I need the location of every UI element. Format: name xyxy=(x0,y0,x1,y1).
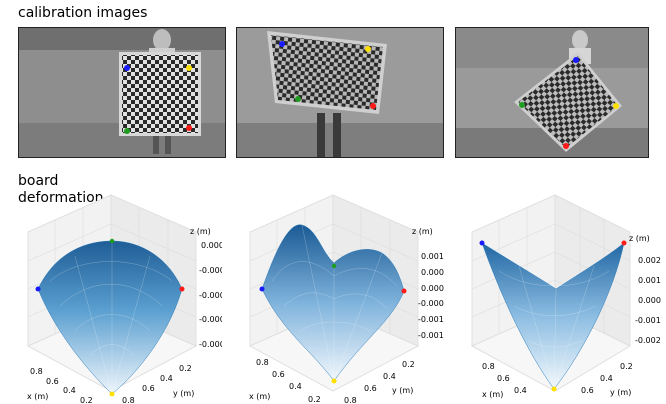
corner-green xyxy=(124,128,130,134)
surface xyxy=(37,240,183,395)
z-tick: -0.0002 xyxy=(199,266,222,275)
corner-yellow xyxy=(331,378,337,384)
y-tick: 0.8 xyxy=(122,396,135,404)
corner-blue xyxy=(259,286,265,292)
corner-blue xyxy=(573,57,579,63)
surface-mesh xyxy=(498,265,610,390)
z-tick: -0.0015 xyxy=(418,331,444,340)
corner-blue xyxy=(479,240,485,246)
corner-red xyxy=(370,103,376,109)
y-axis-label: y (m) xyxy=(610,388,631,397)
x-tick: 0.2 xyxy=(80,396,93,404)
y-axis-label: y (m) xyxy=(173,389,194,398)
z-tick: -0.001 xyxy=(635,316,661,325)
surface xyxy=(481,242,625,390)
x-tick: 0.6 xyxy=(272,370,285,379)
corner-red xyxy=(179,286,185,292)
person-head xyxy=(572,30,588,50)
board-deformation-title-line1: board xyxy=(18,173,59,189)
x-tick: 0.8 xyxy=(482,362,495,371)
corner-red xyxy=(186,125,192,131)
y-tick: 0.6 xyxy=(364,384,377,393)
x-tick: 0.6 xyxy=(46,377,59,386)
x-tick: 0.4 xyxy=(63,386,76,395)
corner-blue xyxy=(124,65,130,71)
y-tick: 0.4 xyxy=(160,374,173,383)
corner-yellow xyxy=(109,391,115,397)
corner-green xyxy=(331,263,337,269)
z-tick: 0.000 xyxy=(638,296,661,305)
z-axis-label: z (m) xyxy=(190,227,211,236)
y-tick: 0.2 xyxy=(402,360,415,369)
corner-blue xyxy=(35,286,41,292)
y-tick: 0.2 xyxy=(179,364,192,373)
x-tick: 0.8 xyxy=(30,367,43,376)
y-tick: 0.6 xyxy=(142,384,155,393)
z-axis-label: z (m) xyxy=(629,234,650,243)
z-tick: 0.001 xyxy=(638,276,661,285)
z-tick: 0.0005 xyxy=(421,268,444,277)
z-tick: 0.002 xyxy=(638,256,661,265)
surface xyxy=(261,224,405,382)
x-tick: 0.6 xyxy=(497,374,510,383)
y-tick: 0.8 xyxy=(344,396,357,404)
x-axis-label: x (m) xyxy=(482,390,503,399)
corner-green xyxy=(519,102,525,108)
z-tick: -0.0006 xyxy=(199,315,222,324)
calibration-images-title: calibration images xyxy=(18,5,148,21)
calibration-image-1 xyxy=(18,27,226,158)
deformation-plot-3: z (m) 0.002 0.001 0.000 -0.001 -0.002 x … xyxy=(444,181,666,404)
person-head xyxy=(153,29,171,51)
x-tick: 0.4 xyxy=(514,386,527,395)
corner-green xyxy=(295,96,301,102)
z-axis-label: z (m) xyxy=(412,227,433,236)
corner-yellow xyxy=(186,65,192,71)
corner-green xyxy=(109,238,115,244)
corner-red xyxy=(563,143,569,149)
surface-mesh xyxy=(49,241,173,395)
x-axis-label: x (m) xyxy=(27,392,48,401)
y-tick: 0.4 xyxy=(383,372,396,381)
calibration-image-2 xyxy=(236,27,444,158)
z-tick: -0.002 xyxy=(635,336,661,345)
z-tick: -0.0005 xyxy=(418,299,444,308)
corner-yellow xyxy=(551,386,557,392)
x-axis-label: x (m) xyxy=(249,392,270,401)
checkerboard xyxy=(119,52,201,136)
y-tick: 0.2 xyxy=(620,362,633,371)
y-tick: 0.4 xyxy=(600,374,613,383)
corner-red xyxy=(621,240,627,246)
y-axis-label: y (m) xyxy=(392,386,413,395)
board-deformation-title-line2: deformation xyxy=(18,190,104,206)
checkerboard xyxy=(267,31,387,114)
corner-red xyxy=(401,288,407,294)
x-tick: 0.8 xyxy=(256,358,269,367)
corner-yellow xyxy=(613,103,619,109)
corner-blue xyxy=(279,41,285,47)
z-tick: -0.0004 xyxy=(199,291,222,300)
calibration-image-3 xyxy=(455,27,649,158)
y-tick: 0.6 xyxy=(581,386,594,395)
checkerboard xyxy=(514,52,622,152)
corner-yellow xyxy=(365,46,371,52)
x-tick: 0.2 xyxy=(308,395,321,404)
surface-mesh xyxy=(271,224,398,382)
z-tick: -0.0008 xyxy=(199,340,222,349)
x-tick: 0.4 xyxy=(289,382,302,391)
